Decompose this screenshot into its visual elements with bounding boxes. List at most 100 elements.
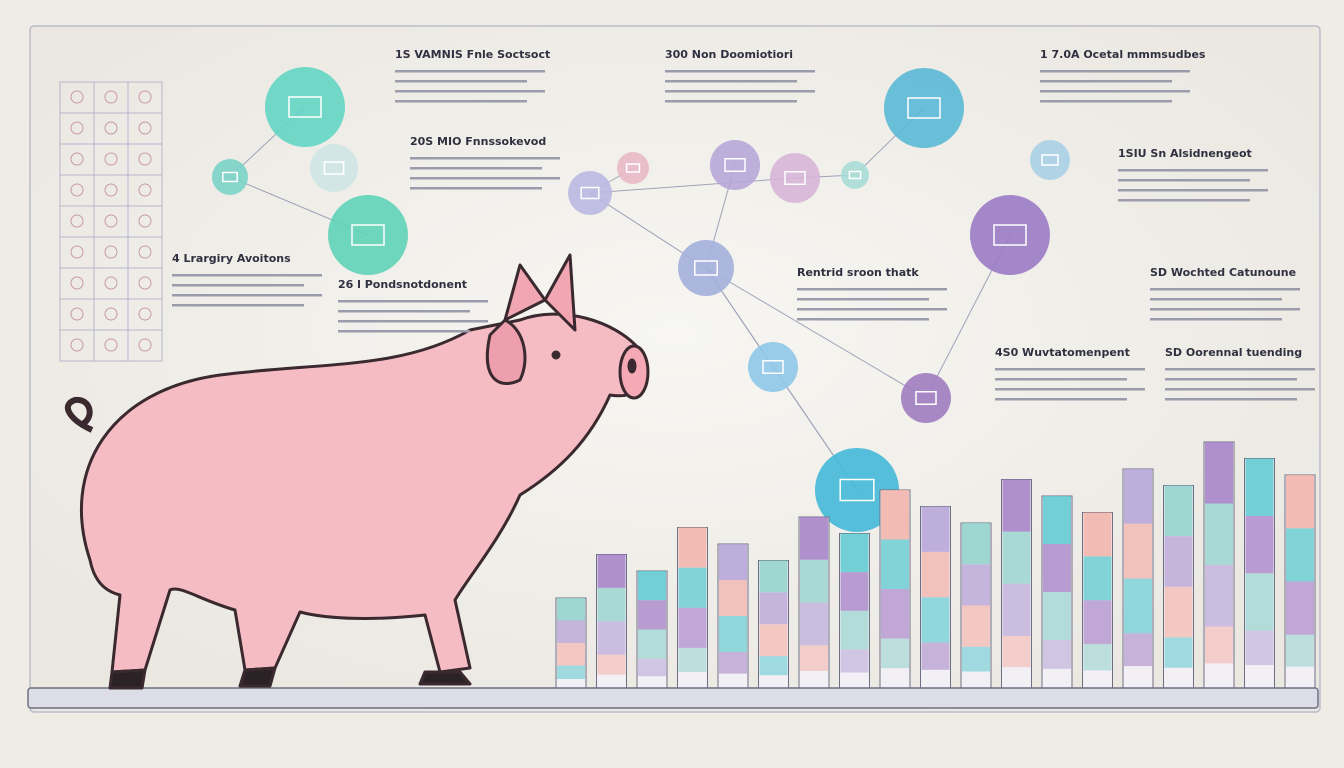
bar-segment	[1002, 479, 1031, 532]
bar-segment	[921, 506, 950, 552]
bar-segment	[881, 539, 909, 589]
node	[815, 448, 899, 532]
body-line	[1150, 308, 1300, 311]
connector	[589, 177, 796, 194]
bar-segment	[557, 643, 585, 666]
bar-segment	[1083, 556, 1112, 601]
body-line	[1165, 378, 1297, 381]
body-line	[1118, 199, 1250, 202]
body-line	[995, 398, 1127, 401]
body-line	[665, 100, 797, 103]
bar-segment	[840, 610, 869, 650]
bar-segment	[1083, 512, 1112, 557]
node-icon	[580, 186, 600, 200]
body-line	[1165, 398, 1297, 401]
heading: 1S VAMNIS Fnle Soctsoct	[395, 48, 550, 61]
node-icon	[625, 163, 641, 173]
node-icon	[839, 478, 875, 502]
body-line	[665, 90, 815, 93]
grid-icon	[138, 90, 152, 104]
connector	[705, 267, 927, 399]
heading: 300 Non Doomiotiori	[665, 48, 793, 61]
body-line	[1118, 189, 1268, 192]
bar-segment	[678, 647, 707, 672]
heading: SD Wochted Catunoune	[1150, 266, 1296, 279]
body-line	[1118, 179, 1250, 182]
heading: 4 Lrargiry Avoitons	[172, 252, 291, 265]
grid-icon	[104, 183, 118, 197]
node-icon	[222, 171, 238, 183]
node-icon	[848, 170, 862, 180]
body-line	[395, 90, 545, 93]
node-icon	[351, 224, 385, 246]
node-icon	[915, 391, 937, 405]
body-line	[1150, 298, 1282, 301]
bar-segment	[1205, 442, 1233, 504]
node	[310, 144, 358, 192]
node-icon	[694, 260, 718, 276]
grid-icon	[138, 245, 152, 259]
bar-decoration	[555, 441, 1316, 689]
grid-icon	[104, 90, 118, 104]
bar-segment	[881, 490, 909, 540]
body-line	[410, 157, 560, 160]
grid-icon	[70, 121, 84, 135]
grid-icon	[70, 214, 84, 228]
bar-segment	[1043, 592, 1071, 640]
network	[212, 67, 1070, 532]
bar-segment	[759, 624, 788, 657]
bar-segment	[1286, 475, 1314, 529]
body-line	[1118, 169, 1268, 172]
body-line	[1150, 288, 1300, 291]
bar-segment	[1286, 528, 1314, 582]
grid-icon	[138, 307, 152, 321]
bar-segment	[800, 559, 828, 603]
body-line	[410, 167, 542, 170]
body-line	[995, 368, 1145, 371]
heading: 26 l Pondsnotdonent	[338, 278, 467, 291]
body-line	[338, 300, 488, 303]
bar-segment	[557, 620, 585, 643]
floor	[27, 687, 1319, 709]
bar-segment	[1124, 523, 1152, 579]
bar-segment	[962, 523, 990, 565]
bar-segment	[1245, 630, 1274, 666]
bar-segment	[1002, 635, 1031, 668]
grid-icon	[104, 214, 118, 228]
bar-segment	[597, 554, 626, 588]
grid-icon	[70, 307, 84, 321]
bar-segment	[1205, 565, 1233, 627]
grid-cell	[127, 329, 163, 362]
bar-segment	[1043, 496, 1071, 544]
bar-segment	[759, 560, 788, 593]
bar-segment	[597, 654, 626, 675]
node	[748, 342, 798, 392]
grid-icon	[70, 183, 84, 197]
node	[678, 240, 734, 296]
node	[710, 140, 760, 190]
node	[265, 67, 345, 147]
grid-icon	[104, 245, 118, 259]
grid-icon	[138, 183, 152, 197]
node-icon	[993, 224, 1027, 246]
heading: SD Oorennal tuending	[1165, 346, 1302, 359]
grid-icon	[70, 245, 84, 259]
node-icon	[907, 97, 941, 119]
bar-segment	[840, 572, 869, 611]
bar-segment	[881, 589, 909, 639]
grid-icon	[104, 338, 118, 352]
node-icon	[1041, 154, 1059, 166]
node-icon	[724, 158, 746, 172]
grid-icon	[104, 276, 118, 290]
bar-segment	[719, 580, 747, 616]
node	[770, 153, 820, 203]
bar-segment	[1205, 503, 1233, 565]
body-line	[797, 308, 947, 311]
body-line	[1150, 318, 1282, 321]
node	[617, 152, 649, 184]
icon-grid	[59, 81, 163, 362]
node-icon	[323, 161, 345, 175]
body-line	[1040, 70, 1190, 73]
body-line	[410, 187, 542, 190]
bar-segment	[557, 665, 585, 679]
